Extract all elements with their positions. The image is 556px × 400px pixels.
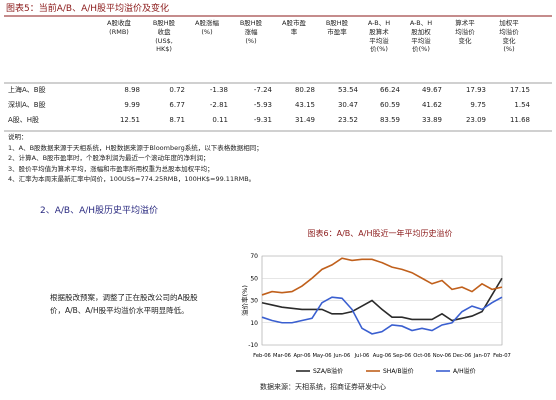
column-header: 加权平 均溢价 变化 (%) [499,19,519,54]
cell: 11.68 [509,116,530,124]
cell: 60.59 [379,101,400,109]
cell: 9.75 [470,101,486,109]
note: 4、汇率为本周末最新汇率中间价，100US$=774.25RMB，100HK$=… [8,175,256,183]
cell: -9.31 [253,116,272,124]
series-line [261,296,503,335]
y-tick-label: 10 [250,320,258,327]
chart-title: 图表6：A/B、A/H股近一年平均历史溢价 [308,228,453,238]
x-tick-label: Jul-06 [354,353,370,359]
column-header: A-B、H 股算术 平均溢 价(%) [367,19,391,54]
x-tick-label: Apr-06 [293,353,310,359]
x-tick-label: Feb-07 [493,353,511,359]
legend-label: SZA/B溢价 [313,367,343,375]
column-header: A股收盘 (RMB) [107,19,131,36]
note: 说明： [8,133,28,141]
cell: 0.72 [169,86,185,94]
x-tick-label: Mar-06 [273,353,291,359]
cell: 49.67 [421,86,442,94]
cell: 6.77 [169,101,185,109]
cell: 66.24 [379,86,400,94]
cell: 83.59 [379,116,400,124]
note: 3、股价平均值为算术平均，涨幅和市盈率所用权重为总股本加权平均； [8,164,214,173]
x-tick-label: Jun-06 [333,353,351,359]
column-header: B股H股 涨幅 (%) [239,19,263,45]
x-tick-label: Jan-07 [473,353,490,359]
series-line [261,277,503,322]
cell: 41.62 [421,101,442,109]
row-label: A股、H股 [8,116,40,124]
cell: -7.24 [253,86,272,94]
cell: 23.52 [337,116,358,124]
table-title: 图表5：当前A/B、A/H股平均溢价及变化 [6,4,170,14]
cell: 33.89 [421,116,442,124]
cell: 17.93 [465,86,486,94]
section-heading: 2、A/B、A/H股历史平均溢价 [40,206,159,216]
column-header: A股市盈 率 [282,19,306,36]
y-tick-label: 50 [250,275,258,282]
x-tick-label: Oct-06 [413,353,430,359]
cell: 9.99 [124,101,140,109]
note: 1、A、B股数据来源于天相系统，H股数据来源于Bloomberg系统，以下表格数… [8,143,263,152]
paragraph: 根据股改预案，调整了正在股改公司的A股股价，A/B、A/H股平均溢价水平明显降低… [50,293,198,315]
x-tick-label: May-06 [312,353,331,359]
cell: 0.11 [212,116,228,124]
cell: 23.09 [465,116,486,124]
x-tick-label: Sep-06 [393,353,411,359]
column-header: A股涨幅 (%) [195,19,219,36]
cell: 53.54 [337,86,358,94]
y-tick-label: 30 [250,298,258,305]
cell: 31.49 [294,116,315,124]
cell: 43.15 [294,101,315,109]
legend-label: SHA/B溢价 [383,367,414,375]
cell: -5.93 [253,101,272,109]
legend-label: A/H溢价 [453,367,476,375]
cell: 12.51 [119,116,140,124]
source: 数据来源：天相系统，招商证券研发中心 [260,383,386,391]
x-tick-label: Nov-06 [433,353,451,359]
column-header: 算术平 均溢价 变化 [455,19,475,45]
cell: 1.54 [514,101,530,109]
column-header: B股H股 市盈率 [325,19,349,36]
cell: 80.28 [294,86,315,94]
cell: 8.98 [124,86,140,94]
column-header: A-B、H 股加权 平均溢 价(%) [409,19,433,54]
y-tick-label: 70 [250,253,258,260]
cell: 8.71 [169,116,185,124]
series-line [261,257,503,296]
y-axis-label: 溢价率(%) [240,285,249,316]
y-tick-label: -10 [248,342,258,349]
x-tick-label: Dec-06 [453,353,472,359]
x-tick-label: Aug-06 [373,353,392,359]
row-label: 上海A、B股 [8,86,46,94]
cell: -2.81 [209,101,228,109]
column-header: B股H股 收盘 (US$, HK$) [152,19,176,54]
x-tick-label: Feb-06 [253,353,271,359]
row-label: 深圳A、B股 [8,101,46,109]
cell: 17.15 [509,86,530,94]
note: 2、计算A、B股市盈率时，个股净利润为最近一个滚动年度的净利润； [8,154,210,162]
cell: -1.38 [209,86,228,94]
cell: 30.47 [337,101,358,109]
